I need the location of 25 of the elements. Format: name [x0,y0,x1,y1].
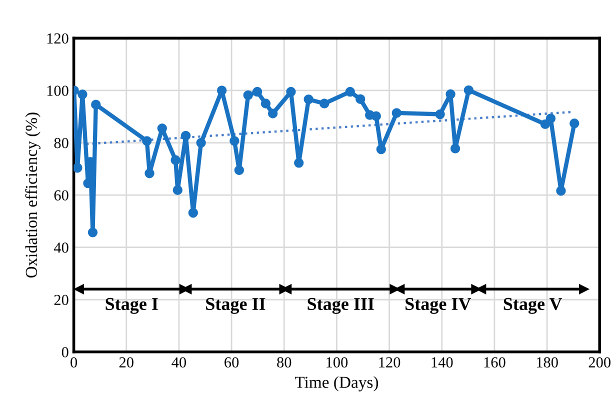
x-tick-label: 200 [588,357,610,368]
y-tick-label: 20 [54,294,68,306]
x-tick-label: 80 [277,357,292,368]
y-tick-label: 0 [62,347,68,358]
x-tick-label: 20 [119,357,134,368]
y-axis-title: Oxidation efficiency (%) [25,112,40,278]
x-tick-label: 40 [172,357,186,368]
x-tick-label: 180 [536,357,558,368]
x-tick-label: 0 [70,357,78,368]
annotation: Stage V [504,298,562,314]
y-tick-label: 100 [47,86,68,96]
x-tick-label: 120 [379,357,400,368]
x-tick-label: 160 [484,357,506,368]
x-axis-title: Time (Days) [294,376,378,392]
y-tick-label: 80 [54,138,68,148]
annotation: Stage I [106,298,158,314]
x-tick-label: 60 [224,357,239,368]
x-tick-label: 140 [432,357,453,368]
annotation: Stage IV [406,298,472,314]
y-tick-label: 120 [47,33,68,44]
x-tick-label: 100 [326,357,348,368]
annotation: Stage II [206,298,266,314]
y-tick-label: 40 [54,242,68,253]
y-tick-label: 60 [54,190,68,200]
annotation: Stage III [308,298,374,314]
